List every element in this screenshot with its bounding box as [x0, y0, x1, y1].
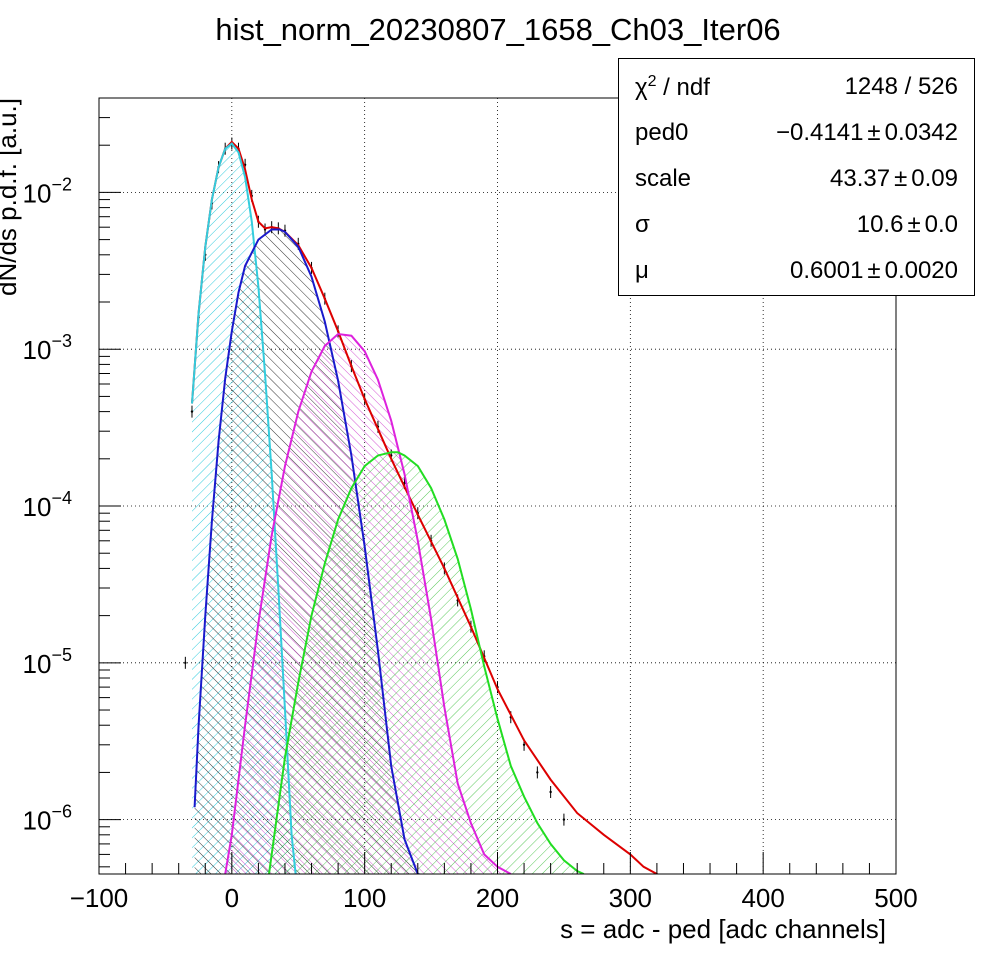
x-tick-label: 300 [609, 883, 652, 913]
stat-name-superscript: 2 [647, 72, 657, 90]
stat-name-text: σ [635, 211, 650, 238]
curve-2-p-e- [224, 332, 512, 874]
component-fill-3-p-e- [269, 452, 584, 874]
stat-value-error: 0.0020 [884, 257, 958, 284]
stat-value-number: −0.4141 [776, 119, 864, 146]
histogram-point [536, 771, 539, 774]
stat-row: χ2 / ndf 1248 / 526 [635, 67, 958, 107]
x-tick-label: 500 [874, 883, 917, 913]
stat-name-text: μ [635, 257, 649, 284]
fit-statistics-box: χ2 / ndf 1248 / 526 ped0 −0.4141 ±0.0342 scal… [618, 58, 975, 296]
stat-value: 1248 / 526 [845, 73, 958, 101]
stat-name: σ [635, 211, 650, 239]
curve-pedestal [191, 142, 297, 874]
stat-name: scale [635, 165, 691, 193]
stat-name-text: χ [635, 73, 648, 101]
stat-name: μ [635, 257, 649, 285]
x-tick-label: 100 [343, 883, 386, 913]
component-fills [192, 143, 584, 874]
stat-value-error: 0.0342 [884, 119, 958, 146]
stat-value-number: 43.37 [830, 165, 891, 192]
stat-value: −0.4141 ±0.0342 [776, 119, 958, 147]
chart-title: hist_norm_20230807_1658_Ch03_Iter06 [215, 12, 781, 47]
histogram-point [562, 818, 566, 821]
y-axis-label: dN/ds p.d.f. [a.u.] [0, 98, 22, 296]
stat-name-suffix: / ndf [656, 73, 710, 101]
y-tick-label: 10−3 [23, 331, 72, 365]
histogram-point [522, 743, 526, 747]
stat-value: 0.6001 ±0.0020 [790, 257, 958, 285]
axes-layer: −100 0 100 200 300 400 500 10−2 10−3 10−4 10−5 10−6… [0, 97, 918, 944]
histogram-point [190, 410, 194, 413]
stat-value-error: 0.09 [911, 165, 958, 192]
stat-row: σ 10.6 ±0.0 [635, 205, 958, 245]
stat-value-number: 10.6 [856, 211, 904, 238]
plot-frame [98, 97, 897, 875]
stat-row: scale 43.37 ±0.09 [635, 159, 958, 199]
curve-1-p-e- [193, 228, 423, 874]
histogram-point [549, 790, 552, 794]
fit-curves [191, 140, 660, 874]
stat-name: χ2 / ndf [635, 73, 710, 102]
stat-value: 10.6 ±0.0 [857, 211, 958, 239]
histogram-point [184, 661, 187, 665]
x-tick-label: 200 [476, 883, 519, 913]
y-tick-label: 10−6 [23, 802, 72, 836]
plus-minus-sign: ± [867, 119, 881, 146]
y-tick-label: 10−4 [23, 488, 72, 522]
stat-value-number: 0.6001 [790, 257, 864, 284]
stat-value-error: 0.0 [924, 211, 958, 238]
stat-value-number: 1248 / 526 [844, 73, 958, 100]
curve-3-p-e- [268, 451, 585, 874]
plus-minus-sign: ± [894, 165, 908, 192]
plus-minus-sign: ± [907, 211, 921, 238]
stat-name-text: scale [635, 165, 692, 192]
x-tick-label: −100 [70, 883, 129, 913]
stat-name-text: ped0 [635, 119, 689, 146]
stat-value: 43.37 ±0.09 [830, 165, 958, 193]
x-axis-label: s = adc - ped [adc channels] [560, 914, 886, 944]
stat-row: ped0 −0.4141 ±0.0342 [635, 113, 958, 153]
y-tick-label: 10−5 [23, 645, 72, 679]
plus-minus-sign: ± [867, 257, 881, 284]
stat-name: ped0 [635, 119, 688, 147]
x-tick-label: 400 [741, 883, 784, 913]
stat-row: μ 0.6001 ±0.0020 [635, 251, 958, 291]
y-tick-label: 10−2 [23, 174, 72, 208]
x-tick-label: 0 [225, 883, 239, 913]
